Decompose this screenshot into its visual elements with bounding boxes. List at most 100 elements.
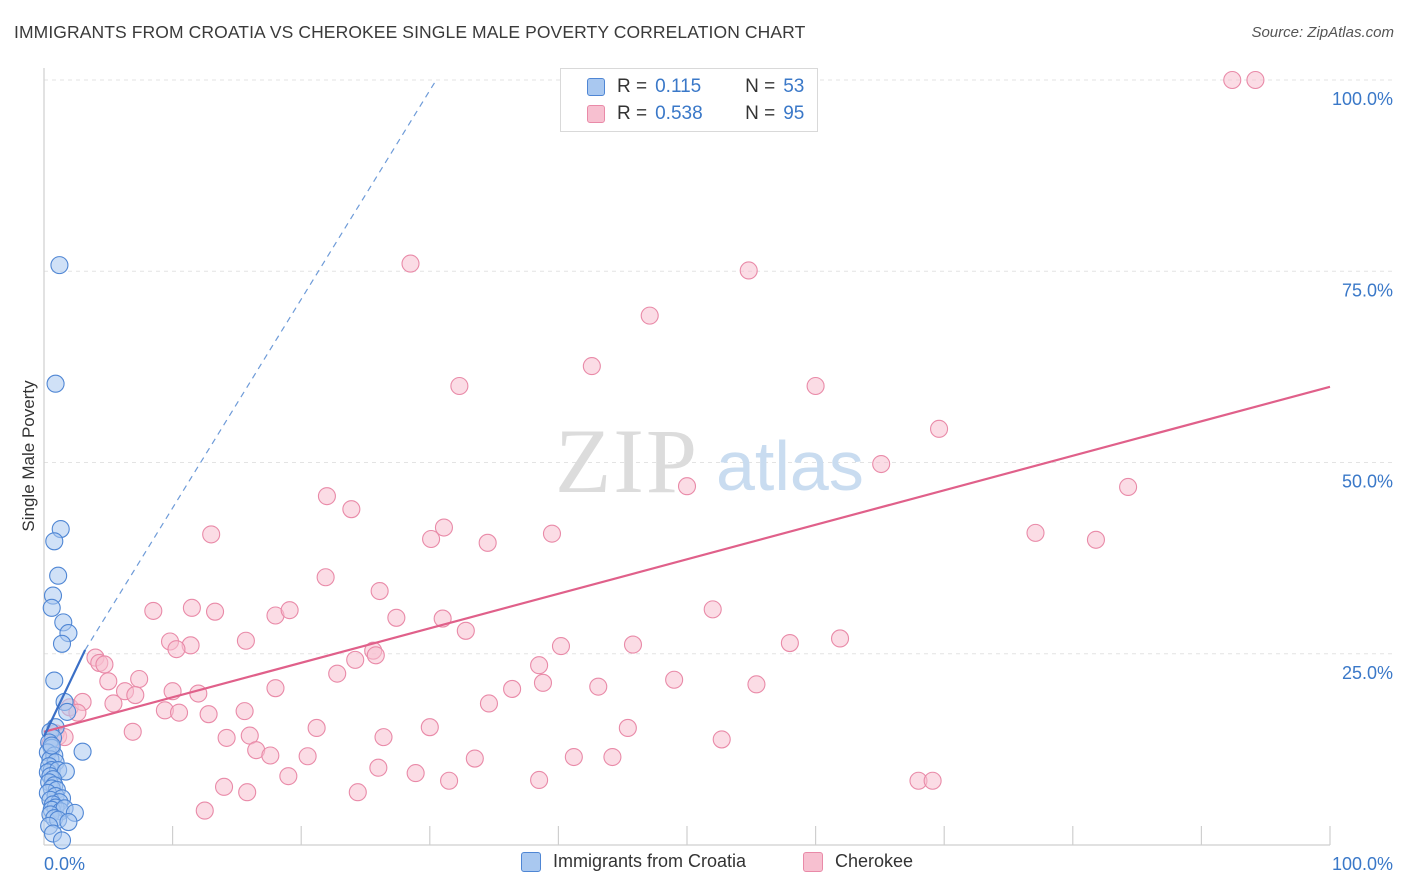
cherokee-point [930, 419, 949, 438]
cherokee-point [266, 679, 285, 698]
legend-r-label: R = [617, 76, 648, 97]
cherokee-point [533, 673, 553, 692]
cherokee-point [261, 746, 280, 765]
cherokee-point [238, 783, 257, 802]
cherokee-point [623, 635, 643, 654]
croatia-point [52, 634, 72, 653]
cherokee-point [346, 650, 365, 669]
cherokee-point [280, 601, 299, 620]
cherokee-point [582, 357, 601, 376]
legend-row-croatia: R = 0.115 N = 53 [561, 74, 804, 100]
croatia-point [42, 598, 61, 617]
croatia-point [73, 742, 92, 761]
y-axis-label: Single Male Poverty [19, 380, 38, 532]
croatia-point [49, 566, 68, 585]
cherokee-point [366, 646, 385, 665]
cherokee-point [747, 675, 766, 694]
cherokee-point [677, 477, 697, 496]
cherokee-point [235, 702, 254, 721]
cherokee-point [665, 670, 684, 689]
y-tick-label: 25.0% [1342, 663, 1393, 683]
y-tick-label: 50.0% [1342, 472, 1393, 492]
x-tick-label: 0.0% [44, 854, 85, 874]
legend-item-croatia: Immigrants from Croatia [521, 851, 746, 872]
legend-swatch-cherokee [803, 851, 823, 872]
croatia-point [45, 532, 64, 551]
cherokee-point [1223, 70, 1242, 90]
croatia-point [52, 831, 72, 850]
axes [43, 68, 1331, 846]
croatia-point [50, 256, 69, 275]
cherokee-point [1119, 477, 1138, 497]
cherokee-point [739, 261, 758, 280]
gridlines [44, 79, 1394, 655]
cherokee-point [806, 376, 825, 396]
trend-lines [43, 79, 1331, 737]
croatia-point [59, 812, 78, 832]
croatia-point [58, 702, 77, 721]
cherokee-point [348, 783, 367, 802]
cherokee-point [205, 602, 225, 621]
cherokee-point [503, 679, 522, 698]
legend-r-value-croatia: 0.115 [655, 76, 702, 97]
legend-swatch-croatia [587, 78, 605, 96]
legend-label-cherokee: Cherokee [835, 851, 914, 871]
cherokee-point [456, 621, 475, 640]
cherokee-point [130, 669, 149, 689]
cherokee-point [530, 770, 549, 790]
cherokee-point [830, 629, 850, 648]
legend-row-cherokee: R = 0.538 N = 95 [561, 101, 804, 127]
cherokee-point [123, 722, 142, 741]
cherokee-point [99, 672, 118, 691]
y-tick-labels: 25.0% 50.0% 75.0% 100.0% [1332, 89, 1393, 683]
x-tick-label: 100.0% [1332, 854, 1393, 874]
cherokee-point [279, 767, 298, 786]
cherokee-point [307, 718, 326, 738]
series-legend: Immigrants from Croatia Cherokee [0, 851, 1406, 879]
croatia-point [42, 736, 61, 755]
cherokee-trend-line [43, 385, 1331, 733]
legend-swatch-cherokee [587, 105, 605, 123]
cherokee-point [603, 747, 622, 767]
y-tick-label: 75.0% [1342, 280, 1393, 300]
cherokee-point [923, 771, 942, 790]
correlation-legend: R = 0.115 N = 53 R = 0.538 N = 95 [560, 68, 818, 132]
cherokee-point [422, 529, 441, 549]
cherokee-point [712, 730, 731, 749]
cherokee-point [450, 376, 469, 396]
cherokee-point [342, 500, 361, 519]
cherokee-point [217, 728, 236, 747]
cherokee-point [104, 694, 123, 713]
series-croatia-points [38, 256, 92, 850]
cherokee-point [328, 664, 347, 683]
cherokee-point [316, 568, 335, 587]
croatia-trend-line [43, 649, 87, 737]
cherokee-point [199, 705, 218, 724]
cherokee-point [202, 525, 221, 544]
cherokee-point [144, 601, 163, 620]
y-tick-label: 100.0% [1332, 89, 1393, 109]
cherokee-point [434, 518, 453, 537]
cherokee-point [478, 533, 497, 552]
cherokee-point [440, 771, 459, 790]
cherokee-point [195, 801, 214, 820]
cherokee-point [406, 764, 425, 783]
legend-n-value-cherokee: 95 [783, 103, 805, 124]
watermark: ZIP atlas [555, 410, 864, 512]
legend-swatch-croatia [521, 851, 541, 872]
cherokee-point [298, 747, 317, 766]
cherokee-point [374, 728, 393, 747]
legend-n-value-croatia: 53 [783, 76, 805, 97]
cherokee-point [542, 524, 562, 543]
cherokee-point [564, 747, 583, 767]
cherokee-point [317, 487, 336, 506]
watermark-atlas: atlas [716, 427, 864, 505]
cherokee-point [214, 777, 234, 796]
cherokee-point [369, 758, 388, 777]
cherokee-point [182, 598, 201, 617]
croatia-trend-extension [84, 79, 437, 651]
cherokee-point [1026, 523, 1045, 542]
cherokee-point [370, 581, 389, 601]
legend-n-label: N = [745, 76, 776, 97]
